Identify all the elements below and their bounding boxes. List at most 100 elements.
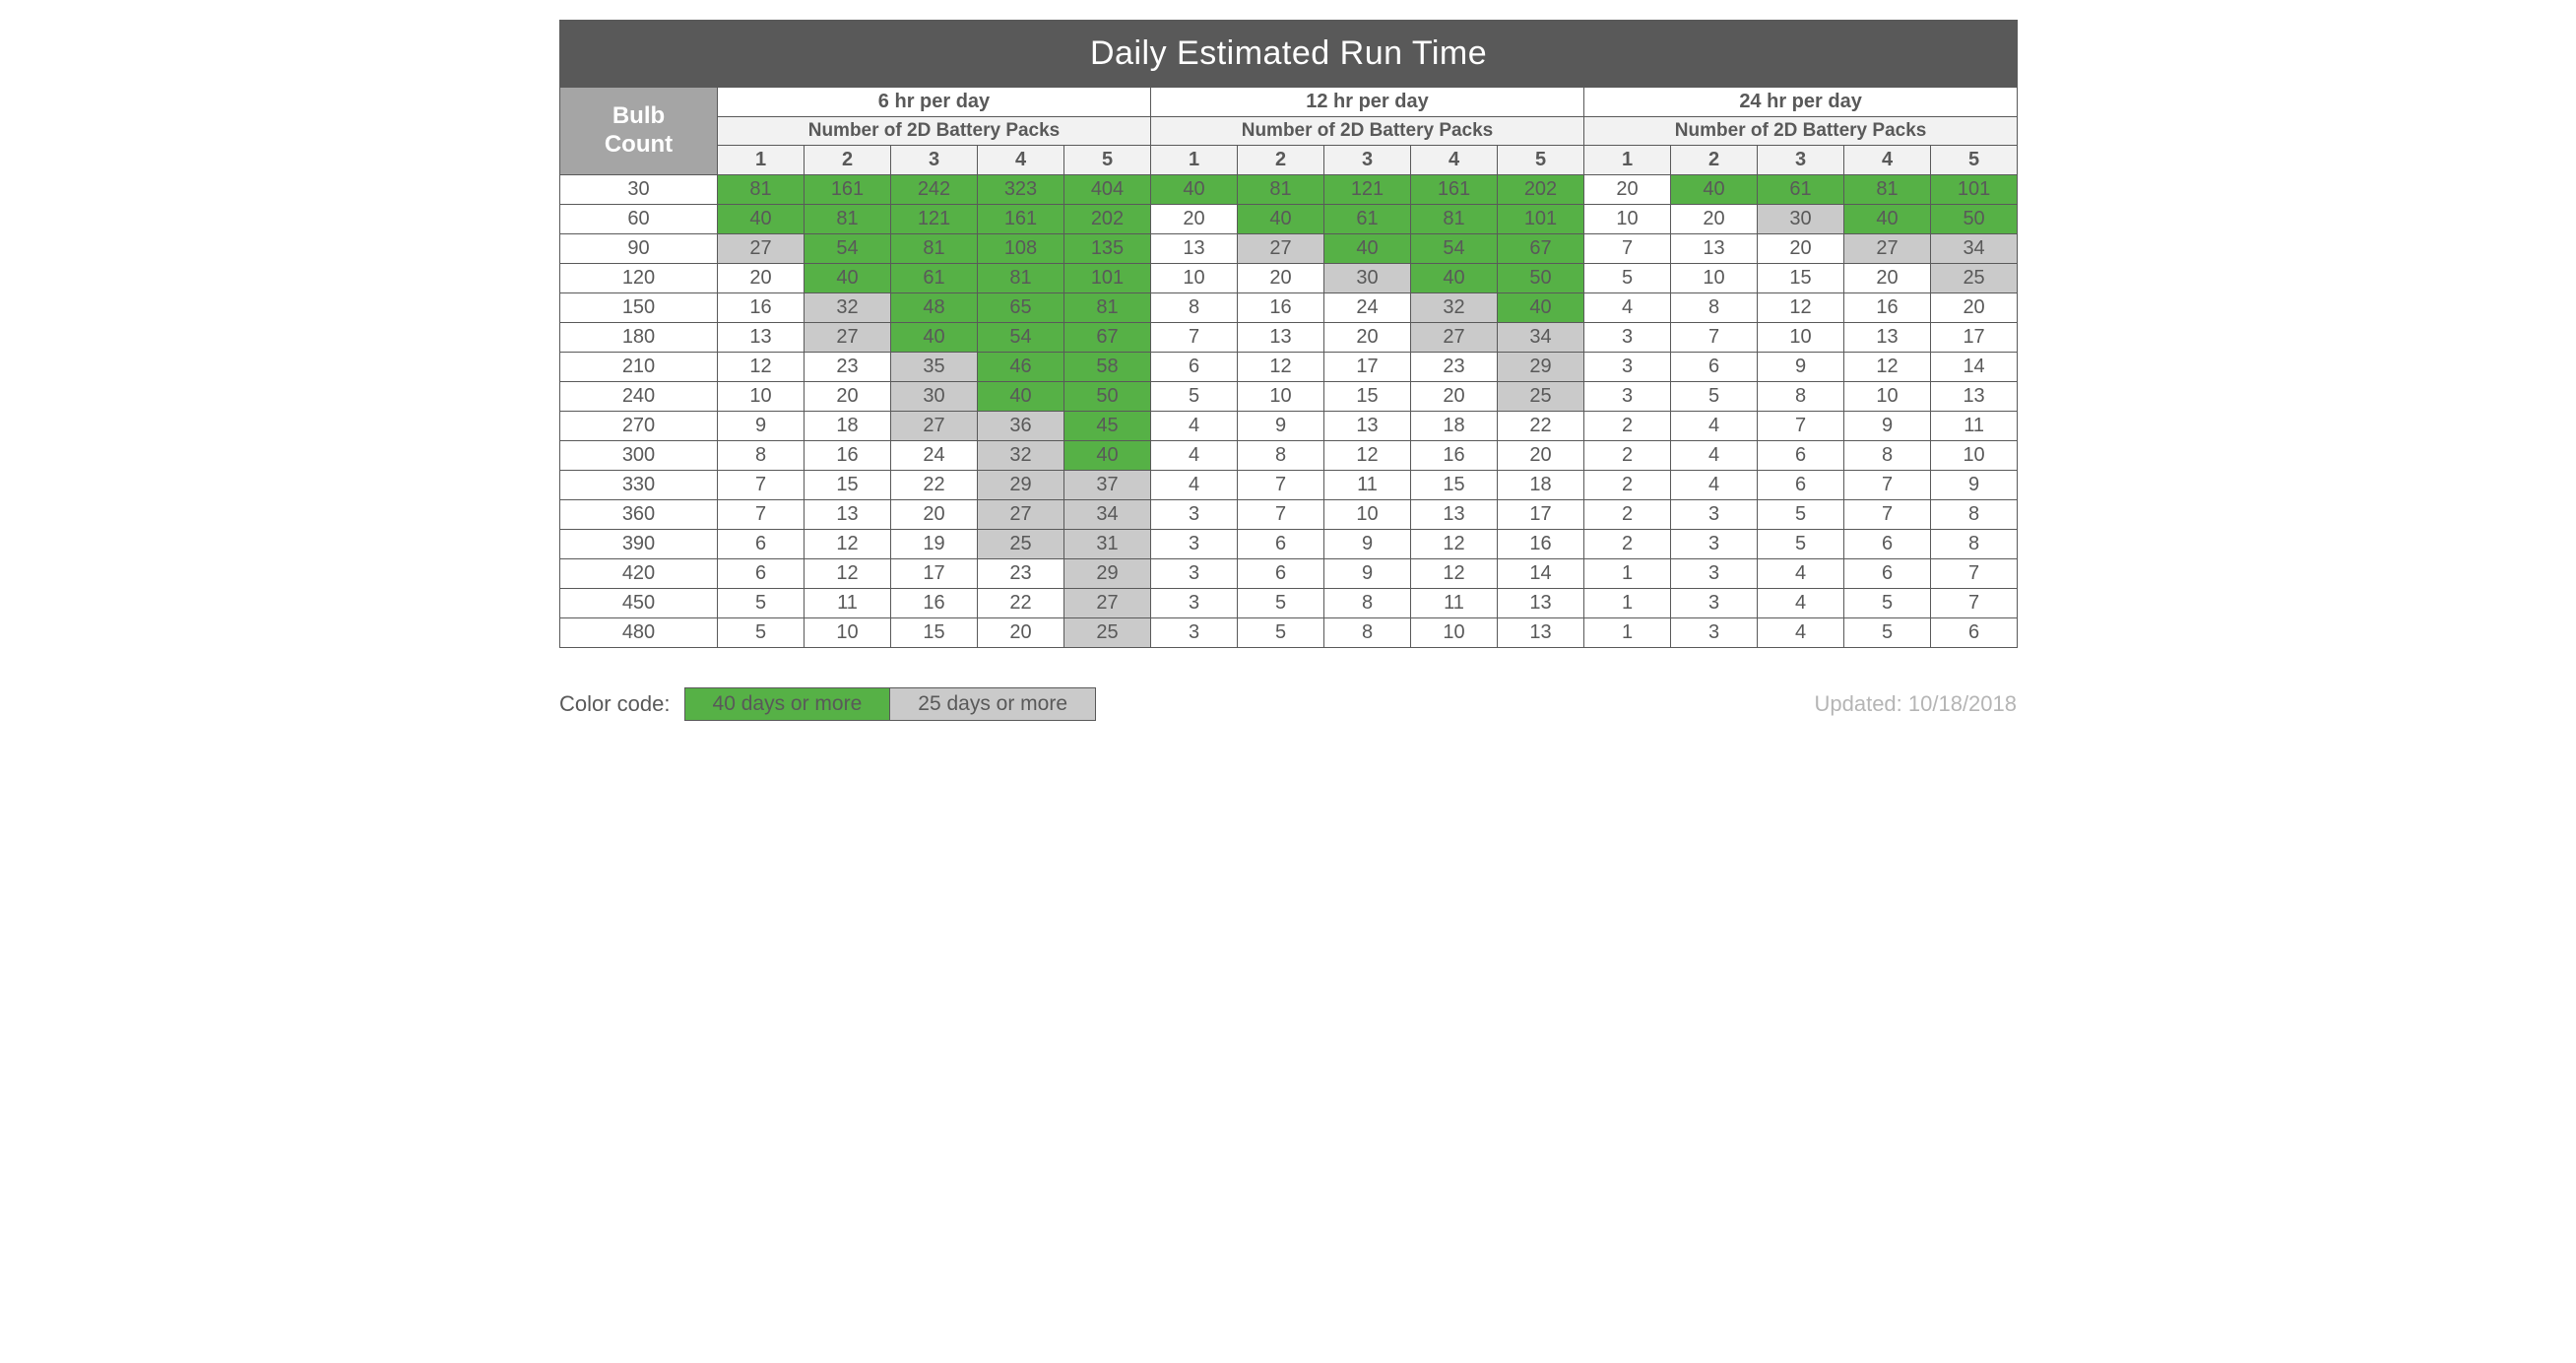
value-cell: 15 — [1324, 382, 1411, 412]
value-cell: 11 — [1324, 471, 1411, 500]
value-cell: 7 — [1758, 412, 1844, 441]
pack-number-row: 123451234512345 — [560, 146, 2018, 175]
value-cell: 5 — [718, 618, 805, 648]
value-cell: 17 — [891, 559, 978, 589]
value-cell: 202 — [1064, 205, 1151, 234]
value-cell: 14 — [1931, 353, 2018, 382]
value-cell: 4 — [1671, 471, 1758, 500]
value-cell: 2 — [1584, 441, 1671, 471]
value-cell: 40 — [1498, 293, 1584, 323]
value-cell: 16 — [891, 589, 978, 618]
table-row: 24010203040505101520253581013 — [560, 382, 2018, 412]
value-cell: 4 — [1151, 412, 1238, 441]
value-cell: 20 — [1584, 175, 1671, 205]
value-cell: 7 — [1844, 471, 1931, 500]
table-title: Daily Estimated Run Time — [560, 21, 2018, 88]
value-cell: 20 — [1324, 323, 1411, 353]
value-cell: 40 — [1064, 441, 1151, 471]
value-cell: 3 — [1584, 382, 1671, 412]
value-cell: 5 — [1758, 530, 1844, 559]
value-cell: 34 — [1931, 234, 2018, 264]
value-cell: 32 — [978, 441, 1064, 471]
value-cell: 48 — [891, 293, 978, 323]
value-cell: 1 — [1584, 559, 1671, 589]
value-cell: 81 — [1411, 205, 1498, 234]
value-cell: 40 — [805, 264, 891, 293]
table-row: 480510152025358101313456 — [560, 618, 2018, 648]
pack-number-header: 5 — [1498, 146, 1584, 175]
value-cell: 8 — [718, 441, 805, 471]
value-cell: 12 — [1844, 353, 1931, 382]
bulb-count-header: BulbCount — [560, 88, 718, 175]
value-cell: 5 — [1584, 264, 1671, 293]
value-cell: 19 — [891, 530, 978, 559]
pack-number-header: 4 — [1844, 146, 1931, 175]
value-cell: 6 — [1844, 530, 1931, 559]
value-cell: 16 — [1238, 293, 1324, 323]
bulb-count-cell: 30 — [560, 175, 718, 205]
value-cell: 61 — [891, 264, 978, 293]
value-cell: 13 — [1498, 618, 1584, 648]
value-cell: 3 — [1151, 530, 1238, 559]
value-cell: 27 — [1064, 589, 1151, 618]
pack-number-header: 1 — [718, 146, 805, 175]
value-cell: 13 — [1411, 500, 1498, 530]
value-cell: 108 — [978, 234, 1064, 264]
value-cell: 40 — [1151, 175, 1238, 205]
value-cell: 10 — [1931, 441, 2018, 471]
value-cell: 16 — [805, 441, 891, 471]
value-cell: 3 — [1584, 353, 1671, 382]
value-cell: 8 — [1931, 500, 2018, 530]
value-cell: 81 — [805, 205, 891, 234]
value-cell: 16 — [718, 293, 805, 323]
value-cell: 9 — [1931, 471, 2018, 500]
value-cell: 5 — [1151, 382, 1238, 412]
value-cell: 12 — [805, 559, 891, 589]
bulb-count-cell: 450 — [560, 589, 718, 618]
value-cell: 81 — [718, 175, 805, 205]
value-cell: 12 — [1324, 441, 1411, 471]
value-cell: 32 — [1411, 293, 1498, 323]
value-cell: 13 — [1498, 589, 1584, 618]
value-cell: 12 — [1411, 530, 1498, 559]
value-cell: 5 — [1844, 618, 1931, 648]
value-cell: 10 — [1324, 500, 1411, 530]
value-cell: 404 — [1064, 175, 1151, 205]
value-cell: 7 — [1931, 559, 2018, 589]
value-cell: 13 — [1238, 323, 1324, 353]
value-cell: 8 — [1758, 382, 1844, 412]
bulb-count-cell: 150 — [560, 293, 718, 323]
value-cell: 3 — [1671, 500, 1758, 530]
table-row: 180132740546771320273437101317 — [560, 323, 2018, 353]
value-cell: 202 — [1498, 175, 1584, 205]
legend-items: 40 days or more25 days or more — [684, 687, 1097, 721]
value-cell: 22 — [891, 471, 978, 500]
legend-label: Color code: — [559, 687, 684, 721]
value-cell: 10 — [718, 382, 805, 412]
value-cell: 18 — [1498, 471, 1584, 500]
value-cell: 7 — [1671, 323, 1758, 353]
value-cell: 3 — [1151, 500, 1238, 530]
value-cell: 10 — [1584, 205, 1671, 234]
legend: Color code: 40 days or more25 days or mo… — [559, 687, 1096, 721]
value-cell: 3 — [1671, 618, 1758, 648]
pack-number-header: 1 — [1151, 146, 1238, 175]
value-cell: 11 — [805, 589, 891, 618]
value-cell: 5 — [1238, 618, 1324, 648]
value-cell: 40 — [1238, 205, 1324, 234]
value-cell: 29 — [1064, 559, 1151, 589]
value-cell: 27 — [718, 234, 805, 264]
value-cell: 20 — [978, 618, 1064, 648]
value-cell: 18 — [1411, 412, 1498, 441]
value-cell: 7 — [1238, 471, 1324, 500]
bulb-count-cell: 420 — [560, 559, 718, 589]
value-cell: 10 — [1151, 264, 1238, 293]
value-cell: 8 — [1324, 618, 1411, 648]
value-cell: 6 — [1931, 618, 2018, 648]
value-cell: 23 — [805, 353, 891, 382]
value-cell: 18 — [805, 412, 891, 441]
value-cell: 30 — [891, 382, 978, 412]
value-cell: 13 — [1324, 412, 1411, 441]
value-cell: 7 — [1931, 589, 2018, 618]
value-cell: 23 — [978, 559, 1064, 589]
